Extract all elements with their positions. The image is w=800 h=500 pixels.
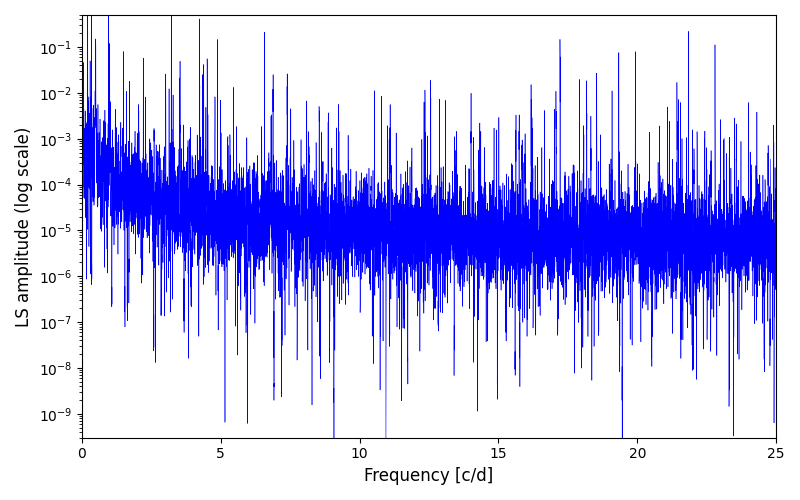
Y-axis label: LS amplitude (log scale): LS amplitude (log scale) <box>15 126 33 326</box>
X-axis label: Frequency [c/d]: Frequency [c/d] <box>364 467 494 485</box>
